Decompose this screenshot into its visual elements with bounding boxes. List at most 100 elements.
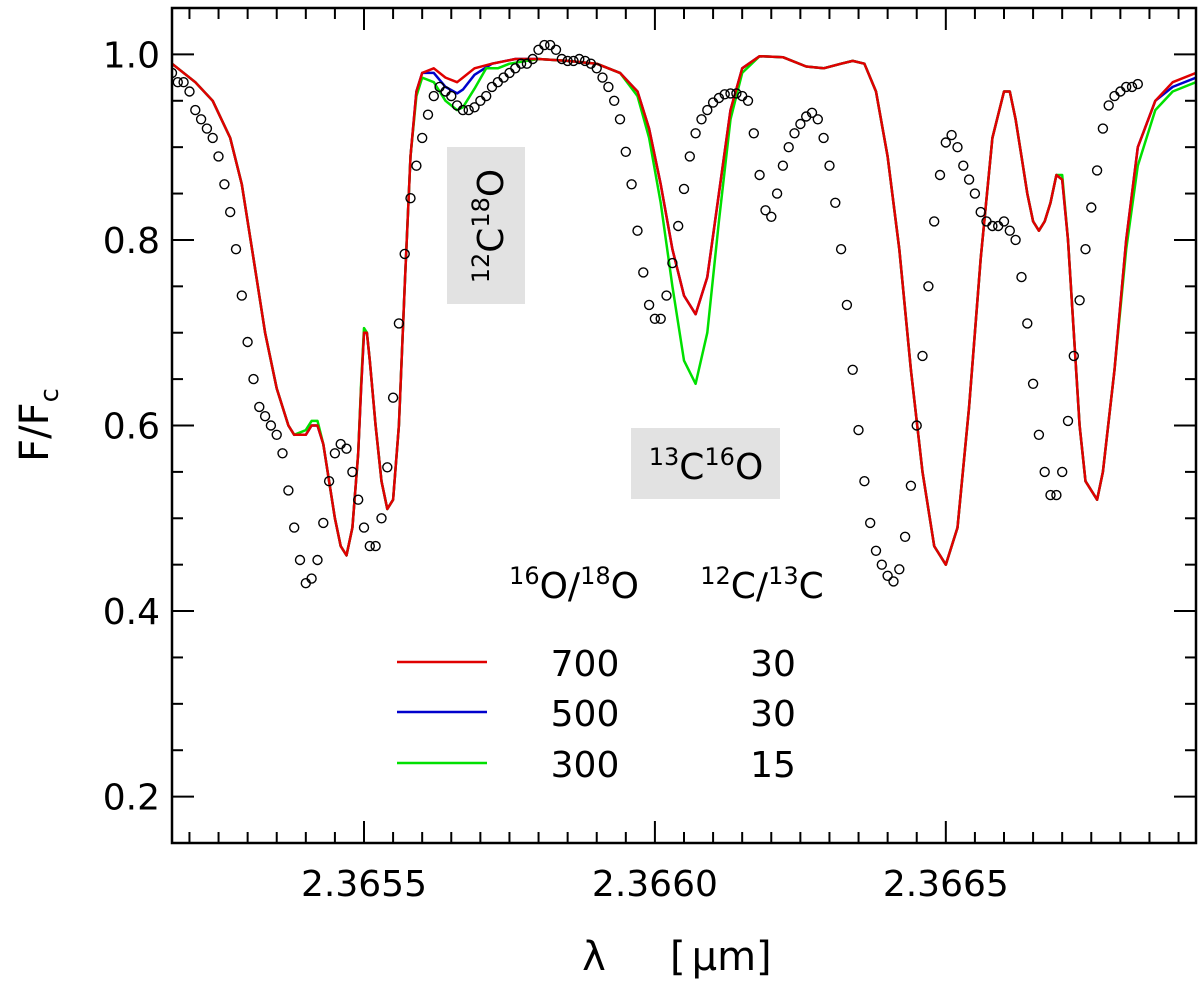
x-tick-label: 2.3655 — [301, 864, 427, 905]
observed-point — [504, 67, 515, 79]
observed-point — [783, 141, 794, 153]
observed-point — [963, 174, 975, 185]
legend-o-ratio-500: 500 — [551, 694, 620, 735]
observed-point — [1080, 243, 1091, 255]
observed-point — [1109, 90, 1120, 102]
observed-point — [1027, 378, 1039, 389]
legend-header-carbon-ratio: 12C/13C — [700, 562, 824, 607]
observed-point — [888, 576, 899, 587]
observed-point — [958, 160, 969, 171]
observed-point — [294, 554, 306, 566]
observed-point — [358, 522, 370, 533]
observed-point — [952, 141, 963, 153]
observed-point — [812, 114, 823, 125]
observed-point — [591, 63, 602, 74]
observed-point — [399, 248, 410, 260]
observed-point — [690, 128, 701, 139]
observed-point — [190, 104, 201, 116]
legend-header-oxygen-ratio: 16O/18O — [509, 562, 639, 607]
observed-point — [178, 76, 189, 88]
legend-o-ratio-300: 300 — [551, 745, 620, 786]
observed-point — [230, 243, 242, 255]
observed-point — [1097, 123, 1109, 134]
observed-point — [1086, 202, 1097, 213]
observed-point — [545, 39, 556, 51]
model-lines — [172, 54, 1196, 566]
observed-point — [1126, 81, 1138, 93]
observed-point — [248, 373, 259, 385]
observed-point — [364, 540, 375, 552]
observed-point — [1051, 489, 1062, 501]
observed-point — [475, 95, 486, 107]
observed-point — [917, 350, 928, 362]
observed-point — [946, 129, 957, 141]
observed-point — [632, 225, 643, 236]
observed-point — [1103, 100, 1114, 111]
observed-point — [289, 522, 300, 533]
observed-point — [417, 132, 428, 144]
observed-point — [609, 95, 620, 107]
observed-point — [382, 462, 393, 473]
observed-point — [376, 513, 387, 524]
observed-point — [515, 58, 527, 69]
c12o18-label-box — [447, 147, 525, 304]
observed-point — [742, 95, 754, 107]
observed-point — [172, 67, 178, 79]
observed-point — [975, 206, 986, 218]
observed-point — [661, 290, 672, 301]
observed-point — [707, 97, 719, 108]
legend-c-ratio-15: 15 — [750, 745, 796, 786]
observed-point — [393, 318, 405, 329]
observed-point — [440, 86, 451, 97]
observed-point — [835, 243, 847, 255]
observed-point — [207, 132, 218, 144]
observed-point — [643, 299, 655, 311]
legend-o-ratio-700: 700 — [551, 644, 620, 685]
observed-point — [655, 313, 666, 324]
observed-point — [1022, 318, 1033, 329]
legend-c-ratio-30-red: 30 — [750, 644, 796, 685]
observed-point — [754, 169, 765, 181]
observed-point — [510, 63, 521, 74]
observed-point — [789, 128, 800, 139]
observed-point — [312, 554, 323, 566]
observed-point — [969, 188, 981, 199]
y-axis-label: F/Fc — [12, 388, 65, 462]
observed-point — [865, 517, 876, 529]
observed-point — [626, 179, 637, 190]
observed-point — [533, 44, 544, 55]
observed-point — [1120, 81, 1132, 93]
observed-point — [306, 573, 317, 584]
observed-point — [172, 76, 184, 88]
observed-point — [370, 540, 381, 552]
observed-point — [492, 76, 503, 88]
observed-point — [899, 531, 911, 542]
legend-c-ratio-30-blue: 30 — [750, 694, 796, 735]
observed-point — [1091, 165, 1103, 176]
observed-point — [911, 420, 922, 431]
y-tick-label: 0.2 — [103, 778, 160, 819]
observed-point — [830, 197, 841, 209]
plot-frame — [170, 6, 1198, 845]
observed-point — [737, 90, 748, 102]
observed-point — [777, 160, 789, 171]
observed-point — [894, 564, 905, 575]
observed-point — [574, 53, 585, 65]
c13o16-label: 13C16O — [649, 443, 764, 488]
observed-point — [265, 420, 277, 431]
model-line-0 — [172, 54, 1196, 566]
observed-point — [696, 114, 707, 125]
observed-point — [771, 188, 783, 199]
observed-point — [1074, 295, 1085, 306]
observed-point — [725, 88, 736, 99]
observed-point — [1010, 234, 1021, 246]
observed-point — [201, 123, 213, 134]
observed-point — [731, 88, 742, 99]
y-tick-label: 0.4 — [103, 592, 160, 633]
observed-point — [428, 90, 439, 102]
x-tick-label: 2.3665 — [883, 864, 1009, 905]
observed-point — [841, 299, 853, 311]
y-tick-label: 1.0 — [103, 35, 160, 76]
x-axis-label-lambda: λ — [582, 934, 606, 980]
